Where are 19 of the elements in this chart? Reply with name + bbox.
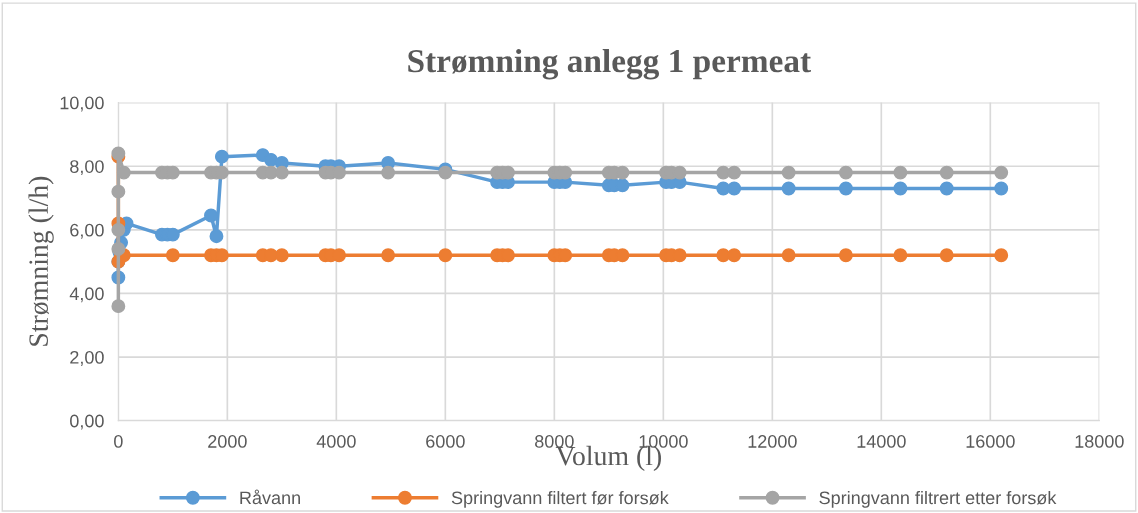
chart-title: Strømning anlegg 1 permeat <box>408 48 811 80</box>
y-tick-label: 10,00 <box>60 96 104 112</box>
y-tick-label: 2,00 <box>70 350 104 366</box>
y-tick-label: 8,00 <box>70 160 104 176</box>
x-tick-label: 4000 <box>316 435 356 448</box>
x-tick-label: 2000 <box>208 435 247 448</box>
x-tick-label: 16000 <box>966 435 1015 448</box>
x-tick-label: 18000 <box>1075 435 1124 448</box>
y-axis-title: Strømning (l/h) <box>28 176 54 346</box>
x-tick-label: 0 <box>114 435 123 448</box>
x-tick-label: 12000 <box>748 435 797 448</box>
y-tick-label: 0,00 <box>70 414 104 430</box>
x-tick-label: 6000 <box>426 435 465 448</box>
legend-label: Springvann filtert før forsøk <box>451 490 669 508</box>
x-tick-label: 14000 <box>857 435 906 448</box>
y-tick-label: 4,00 <box>69 287 104 303</box>
legend-label: Råvann <box>240 489 300 505</box>
legend-label: Springvann filtrert etter forsøk <box>819 490 1057 508</box>
y-tick-label: 6,00 <box>70 223 104 239</box>
